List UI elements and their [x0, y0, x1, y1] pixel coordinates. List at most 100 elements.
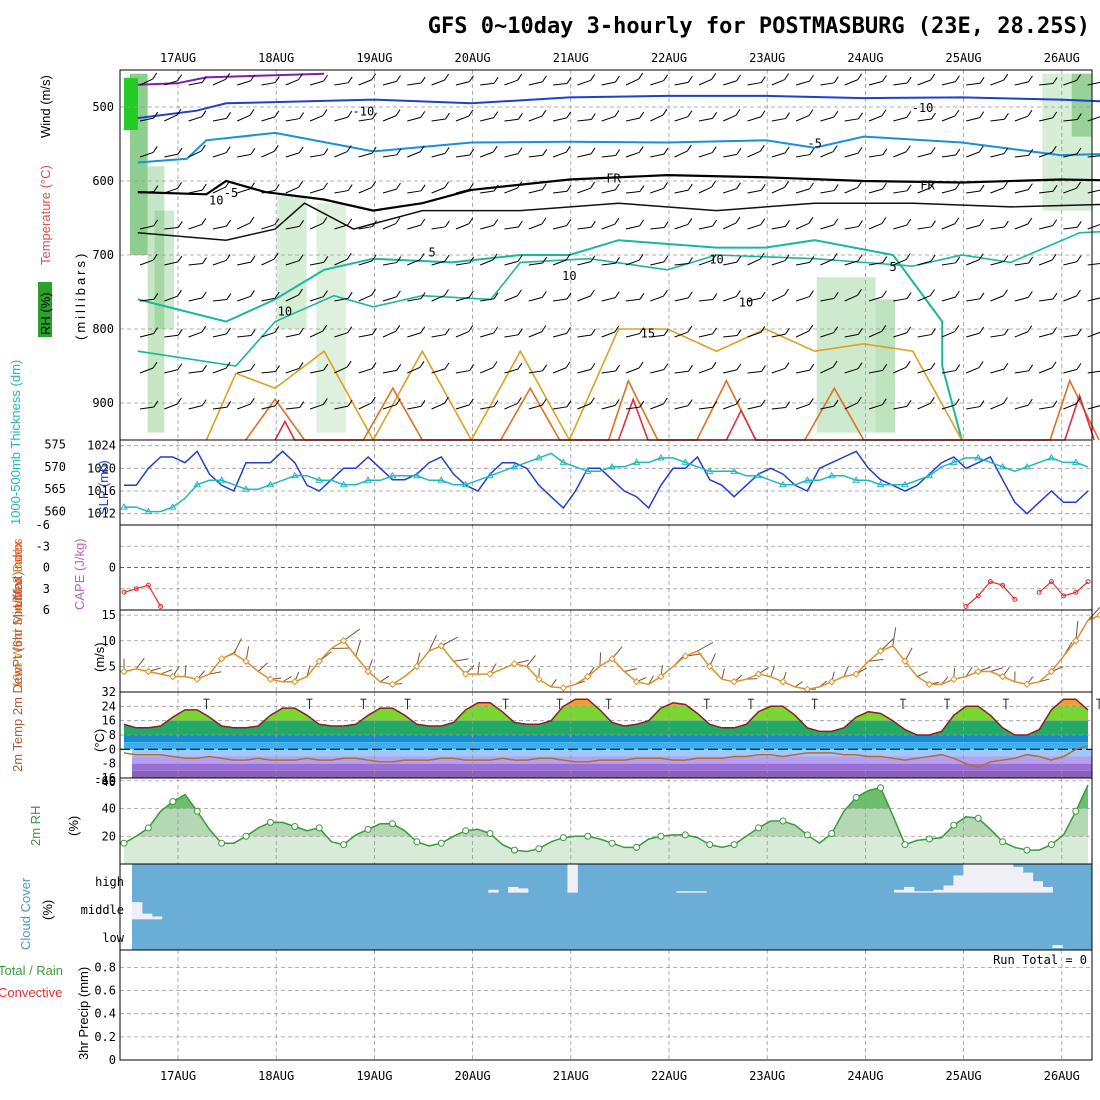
wind-barb-flag [347, 76, 353, 84]
wind-barb-flag [687, 399, 693, 406]
wind-barb-flag [469, 75, 474, 82]
wind-speed-line-marker [754, 670, 763, 678]
wind-barb-flag [420, 292, 426, 299]
contour-labels: -10 -10 -5 -5 5 10 10 5 15 FR FR 10 10 10 [209, 101, 935, 341]
wind-barb [990, 334, 1005, 338]
thickness-line-marker [608, 462, 616, 470]
wind-barb-flag [371, 73, 377, 81]
wind-barb-flag [735, 397, 741, 405]
wind-barb-flag [347, 218, 353, 226]
wind-barb [674, 116, 689, 122]
wind-barb-flag [760, 184, 766, 191]
wind-barb-flag [177, 147, 183, 155]
wind-barb-flag [323, 256, 329, 263]
wind-10m-barb [916, 671, 928, 678]
wind-barbs [139, 72, 1100, 410]
wind-speed-line-marker [730, 678, 738, 686]
wind-barb [650, 295, 664, 302]
temp-tick-label: 0 [109, 742, 116, 756]
chart-title: GFS 0~10day 3-hourly for POSTMASBURG (23… [428, 14, 1090, 39]
cloud-cover-unit: (%) [40, 900, 55, 920]
wind-barb-flag [639, 185, 645, 192]
wind-barb-flag [420, 111, 426, 118]
wind-barb-flag [663, 255, 669, 263]
wind-barb-flag [249, 109, 255, 116]
wind-barb [917, 295, 931, 302]
cloud-clear-high [963, 864, 974, 893]
wind-barb [747, 224, 761, 230]
wind-barb-flag [396, 256, 402, 263]
wind-barb-flag [177, 182, 182, 189]
wind-barb-flag [906, 400, 912, 407]
wind-barb-flag [979, 219, 985, 226]
wind-barb [674, 189, 689, 194]
wind-barb-flag [468, 398, 474, 406]
wind-speed-line-marker [242, 657, 250, 665]
wind-barb-flag [395, 217, 401, 224]
wind-speed-line-marker [437, 642, 445, 650]
wind-barb-flag [1076, 147, 1082, 155]
wind-barb-flag [615, 257, 621, 264]
rh-2m-line-marker [608, 839, 616, 847]
wind-barb-flag [371, 289, 376, 296]
wind-barb [504, 368, 519, 374]
wind-barb [625, 117, 640, 122]
wind-barb-flag [589, 397, 595, 405]
wind-barb [261, 116, 276, 122]
wind-barb-flag [979, 77, 985, 84]
lifted-index-label: Lifted Index [10, 540, 25, 608]
wind-barb [237, 403, 251, 410]
wind-barb [1014, 81, 1029, 86]
wind-barb-flag [858, 328, 863, 335]
wind-barb-flag [516, 397, 522, 404]
wind-barb-flag [857, 181, 863, 188]
wind-tick-label: 15 [102, 608, 116, 622]
wind-barb-flag [1003, 73, 1009, 81]
li-cape-grid [120, 525, 1092, 610]
temp-tick-label: 8 [109, 728, 116, 742]
thickness-line-marker [339, 480, 348, 488]
wind-barb [820, 224, 834, 230]
thickness-line-marker [510, 462, 519, 470]
wind-barb-flag [517, 181, 522, 189]
wind-barb-flag [152, 361, 158, 369]
rh-2m-line-marker [974, 814, 982, 822]
wind-barb [309, 330, 323, 338]
rh-2m-line-marker [559, 834, 567, 842]
wind-barb [966, 298, 981, 302]
wind-barb [747, 189, 762, 194]
wind-barb [237, 369, 251, 374]
lifted-index-marker [963, 603, 969, 609]
wind-barb [455, 81, 470, 86]
wind-barb-flag [735, 216, 741, 224]
wind-barb [868, 154, 883, 158]
wind-barb-flag [881, 109, 887, 117]
wind-barb-flag [663, 147, 669, 155]
precip-grid [120, 950, 1092, 1060]
wind-barb [795, 403, 810, 410]
wind-barb-flag [687, 325, 693, 333]
wind-barb-flag [905, 145, 911, 153]
cloud-clear-high [508, 886, 519, 893]
wind-barb [455, 154, 470, 158]
precip-tick-label: 0.2 [94, 1030, 116, 1044]
thickness-line-marker [949, 458, 958, 465]
wind-barb-flag [906, 292, 912, 299]
wind-barb [552, 259, 567, 266]
wind-barb-flag [663, 289, 668, 297]
wind-barb [674, 370, 689, 374]
thickness-line-marker [120, 503, 128, 510]
wind-barb-flag [1003, 328, 1009, 336]
wind-barb-flag [687, 76, 693, 83]
temperature-contours [137, 72, 1100, 442]
wind-barb-flag [687, 218, 693, 225]
temp-2m-grid [120, 692, 1092, 778]
wind-barb-flag [299, 401, 305, 408]
wind-barb [650, 153, 665, 158]
wind-barb [650, 187, 664, 194]
wind-barb [771, 260, 786, 266]
slp-line [124, 450, 1089, 515]
thickness-line-marker [827, 471, 836, 479]
wind-barb-flag [371, 146, 377, 154]
wind-barb-flag [590, 328, 596, 336]
